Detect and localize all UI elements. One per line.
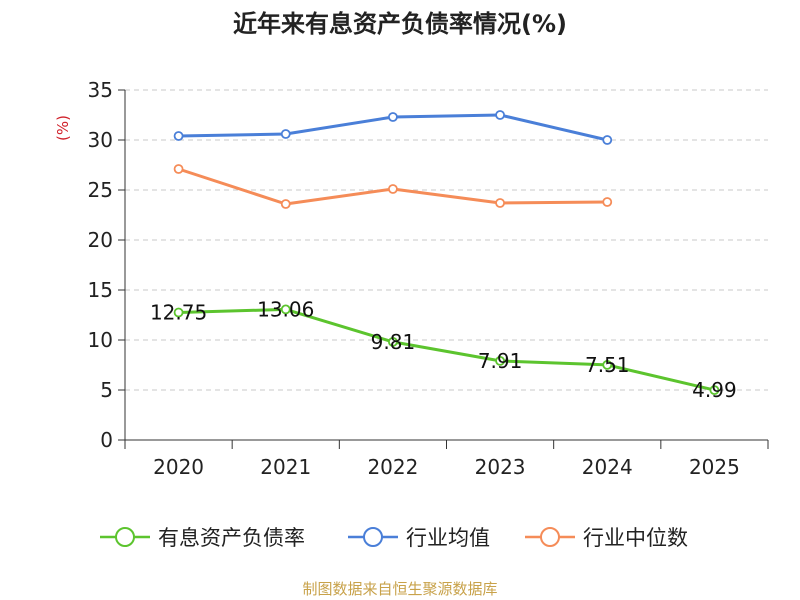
x-tick-label: 2023: [475, 455, 526, 479]
x-tick-label: 2020: [153, 455, 204, 479]
series-有息资产负债率: [173, 304, 720, 396]
y-axis-label: (%): [54, 115, 72, 141]
y-tick-label: 35: [88, 78, 113, 102]
data-point[interactable]: [388, 112, 398, 122]
data-point[interactable]: [602, 197, 613, 207]
legend-swatch-marker: [115, 527, 135, 547]
data-point[interactable]: [388, 336, 398, 347]
legend-label: 行业中位数: [583, 526, 688, 550]
data-label: 12.75: [150, 301, 207, 325]
data-label: 7.51: [585, 353, 630, 377]
series-layer: [173, 110, 720, 396]
data-label: 4.99: [692, 378, 737, 402]
data-point[interactable]: [280, 199, 291, 209]
legend-swatch-marker: [540, 527, 560, 547]
series-line-有息资产负债率: [177, 307, 716, 392]
legend-swatch-marker: [363, 527, 383, 547]
data-point[interactable]: [280, 304, 291, 315]
x-tick-label: 2024: [582, 455, 633, 479]
data-point[interactable]: [173, 131, 184, 141]
legend: 有息资产负债率 行业均值 行业中位数: [100, 526, 688, 550]
source-note: 制图数据来自恒生聚源数据库: [302, 580, 497, 598]
y-tick-label: 5: [100, 378, 113, 402]
x-tick-label: 2022: [367, 455, 418, 479]
data-point[interactable]: [602, 359, 613, 370]
legend-item-行业中位数[interactable]: 行业中位数: [525, 526, 688, 550]
y-tick-label: 15: [88, 278, 113, 302]
y-tick-label: 20: [88, 228, 113, 252]
data-point[interactable]: [495, 198, 505, 208]
data-point[interactable]: [709, 385, 720, 396]
data-point[interactable]: [602, 135, 613, 145]
y-tick-label: 30: [88, 128, 113, 152]
series-行业均值: [173, 110, 613, 145]
data-label: 9.81: [371, 330, 416, 354]
data-point[interactable]: [173, 307, 184, 318]
grid-lines: [125, 89, 768, 391]
series-行业中位数: [173, 164, 613, 209]
data-labels: 12.75 13.06 9.81 7.91 7.51 4.99: [150, 297, 737, 402]
x-tick-label: 2021: [260, 455, 311, 479]
chart-title: 近年来有息资产负债率情况(%): [233, 10, 567, 38]
y-tick-label: 0: [100, 428, 113, 452]
data-label: 7.91: [478, 349, 523, 373]
legend-label: 行业均值: [406, 526, 490, 550]
legend-item-有息资产负债率[interactable]: 有息资产负债率: [100, 526, 305, 550]
data-point[interactable]: [388, 184, 398, 194]
data-point[interactable]: [495, 110, 505, 120]
data-point[interactable]: [495, 355, 505, 366]
y-tick-label: 10: [88, 328, 113, 352]
legend-item-行业均值[interactable]: 行业均值: [348, 526, 490, 550]
y-tick-label: 25: [88, 178, 113, 202]
x-tick-label: 2025: [689, 455, 740, 479]
data-point[interactable]: [173, 164, 184, 174]
data-label: 13.06: [257, 297, 314, 321]
legend-label: 有息资产负债率: [158, 526, 305, 550]
data-point[interactable]: [280, 129, 291, 139]
